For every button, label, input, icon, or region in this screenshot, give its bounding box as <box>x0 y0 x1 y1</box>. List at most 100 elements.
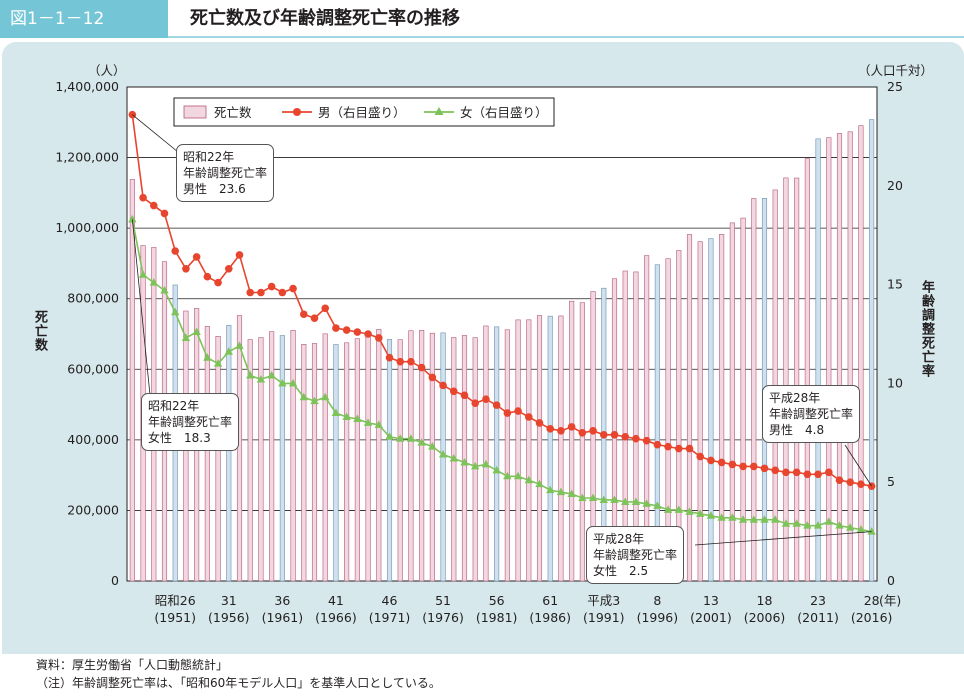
left-tick-label: 400,000 <box>67 432 119 447</box>
point <box>407 357 415 366</box>
point <box>739 462 747 471</box>
bar <box>429 332 435 582</box>
legend: 死亡数 男（右目盛り） 女（右目盛り） <box>173 97 555 127</box>
point <box>385 432 394 440</box>
x-tick-era: 41 <box>328 593 344 608</box>
point <box>867 482 876 490</box>
point <box>589 427 597 435</box>
point <box>235 251 244 259</box>
point <box>460 457 469 466</box>
bar <box>708 238 714 582</box>
point <box>556 487 566 496</box>
bar <box>504 329 510 582</box>
point <box>717 513 726 521</box>
annotation-line: 昭和22年 <box>183 150 235 164</box>
annotation-line: 男性 4.8 <box>769 423 825 437</box>
x-tick-era: 61 <box>542 593 558 608</box>
legend-box <box>173 97 555 127</box>
point <box>492 401 501 409</box>
right-axis-label: 年齢調整死亡率 <box>919 280 934 378</box>
left-tick-label: 1,400,000 <box>55 79 119 94</box>
point <box>138 270 148 278</box>
right-tick-label: 0 <box>887 573 895 588</box>
point <box>503 471 512 480</box>
x-tick-era: 28 <box>864 593 880 608</box>
x-tick-year: (1971) <box>369 610 411 625</box>
bar <box>301 344 307 582</box>
point <box>438 450 448 458</box>
annotation-line: 年齢調整死亡率 <box>183 166 268 180</box>
point <box>663 505 673 513</box>
point <box>599 430 608 439</box>
point <box>567 489 576 498</box>
point <box>342 412 351 420</box>
bar <box>258 337 264 582</box>
right-axis-unit: （人口千対） <box>858 63 934 78</box>
point <box>771 515 780 523</box>
x-tick-year: (2016) <box>851 610 893 625</box>
annotation-line: 昭和22年 <box>148 399 200 413</box>
x-tick-year: (1951) <box>154 610 196 625</box>
bar <box>836 133 843 582</box>
point <box>781 519 791 527</box>
point <box>653 501 662 509</box>
point <box>449 387 458 396</box>
chart-title: 死亡数及び年齢調整死亡率の推移 <box>190 8 460 29</box>
point <box>771 466 780 475</box>
point <box>288 378 298 387</box>
x-tick-year: (1981) <box>476 610 518 625</box>
left-tick-label: 600,000 <box>67 361 119 376</box>
point <box>760 515 769 523</box>
point <box>192 327 201 336</box>
annotation-female-1947: 昭和22年 年齢調整死亡率 女性 18.3 <box>141 393 240 451</box>
point <box>214 278 222 287</box>
point <box>267 370 276 379</box>
point <box>803 470 812 479</box>
bar <box>386 339 393 582</box>
legend-marker <box>293 108 301 116</box>
point <box>439 381 447 390</box>
left-tick-label: 200,000 <box>67 502 119 517</box>
point <box>856 525 866 533</box>
point <box>396 357 405 366</box>
legend-label: 死亡数 <box>214 105 252 120</box>
point <box>696 452 705 461</box>
bar <box>215 335 221 582</box>
bar <box>354 338 360 582</box>
point <box>471 461 480 470</box>
legend-swatch-bar <box>183 105 207 119</box>
point <box>803 521 812 529</box>
point <box>481 459 491 468</box>
x-tick-year: (2011) <box>797 610 839 625</box>
point <box>299 310 308 319</box>
left-tick-label: 1,000,000 <box>55 220 119 235</box>
point <box>717 458 726 467</box>
x-tick-era: 51 <box>435 593 451 608</box>
x-tick-year: (1961) <box>262 610 304 625</box>
point <box>792 519 801 527</box>
point <box>332 324 340 332</box>
annotation-female-2016: 平成28年 年齢調整死亡率 女性 2.5 <box>586 526 685 584</box>
bar <box>826 137 832 582</box>
x-tick-year: (1991) <box>583 610 625 625</box>
point <box>621 497 630 505</box>
x-tick-year: (2006) <box>744 610 786 625</box>
point <box>310 396 319 405</box>
annotation-male-2016: 平成28年 年齢調整死亡率 男性 4.8 <box>762 385 861 443</box>
point <box>213 359 223 367</box>
point <box>139 193 147 202</box>
right-tick-label: 15 <box>887 277 903 292</box>
point <box>642 436 651 445</box>
point <box>578 429 587 437</box>
point <box>181 333 191 341</box>
point <box>728 513 737 521</box>
point <box>653 440 662 449</box>
bar <box>686 234 693 582</box>
right-tick-label: 10 <box>887 375 903 390</box>
point <box>428 373 437 382</box>
bar <box>472 337 478 582</box>
point <box>492 465 501 474</box>
point <box>578 493 587 502</box>
x-tick-year: (1986) <box>529 610 571 625</box>
point <box>814 470 822 479</box>
